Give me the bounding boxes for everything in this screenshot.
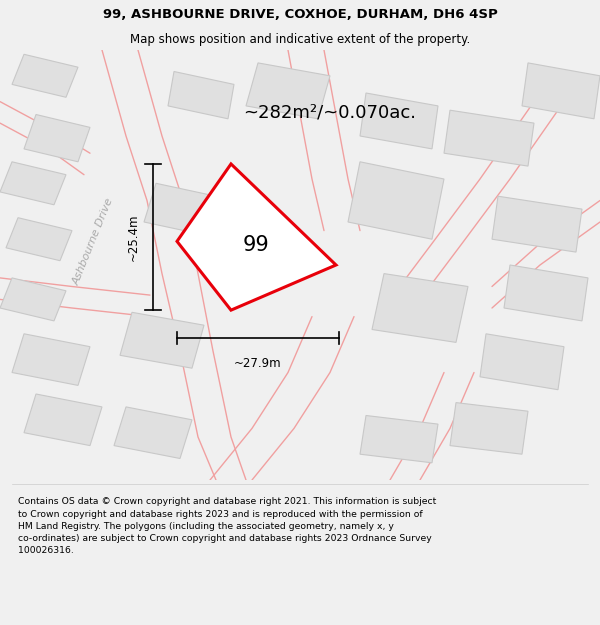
- Text: 99: 99: [242, 235, 269, 255]
- Polygon shape: [360, 93, 438, 149]
- Polygon shape: [144, 183, 216, 235]
- Polygon shape: [492, 196, 582, 252]
- Polygon shape: [168, 71, 234, 119]
- Polygon shape: [0, 162, 66, 205]
- Polygon shape: [348, 162, 444, 239]
- Polygon shape: [504, 265, 588, 321]
- Text: Contains OS data © Crown copyright and database right 2021. This information is : Contains OS data © Crown copyright and d…: [18, 498, 436, 555]
- Polygon shape: [24, 394, 102, 446]
- Polygon shape: [522, 63, 600, 119]
- Polygon shape: [177, 164, 336, 310]
- Polygon shape: [114, 407, 192, 459]
- Polygon shape: [6, 217, 72, 261]
- Polygon shape: [24, 114, 90, 162]
- Polygon shape: [0, 278, 66, 321]
- Text: ~282m²/~0.070ac.: ~282m²/~0.070ac.: [244, 103, 416, 121]
- Polygon shape: [12, 54, 78, 98]
- Polygon shape: [444, 110, 534, 166]
- Polygon shape: [360, 416, 438, 462]
- Text: ~27.9m: ~27.9m: [234, 357, 282, 371]
- Polygon shape: [372, 274, 468, 342]
- Polygon shape: [480, 334, 564, 390]
- Polygon shape: [246, 63, 330, 119]
- Polygon shape: [120, 312, 204, 368]
- Text: 99, ASHBOURNE DRIVE, COXHOE, DURHAM, DH6 4SP: 99, ASHBOURNE DRIVE, COXHOE, DURHAM, DH6…: [103, 8, 497, 21]
- Text: Ashbourne Drive: Ashbourne Drive: [71, 196, 115, 286]
- Polygon shape: [450, 402, 528, 454]
- Polygon shape: [12, 334, 90, 386]
- Text: Map shows position and indicative extent of the property.: Map shows position and indicative extent…: [130, 32, 470, 46]
- Text: ~25.4m: ~25.4m: [127, 213, 140, 261]
